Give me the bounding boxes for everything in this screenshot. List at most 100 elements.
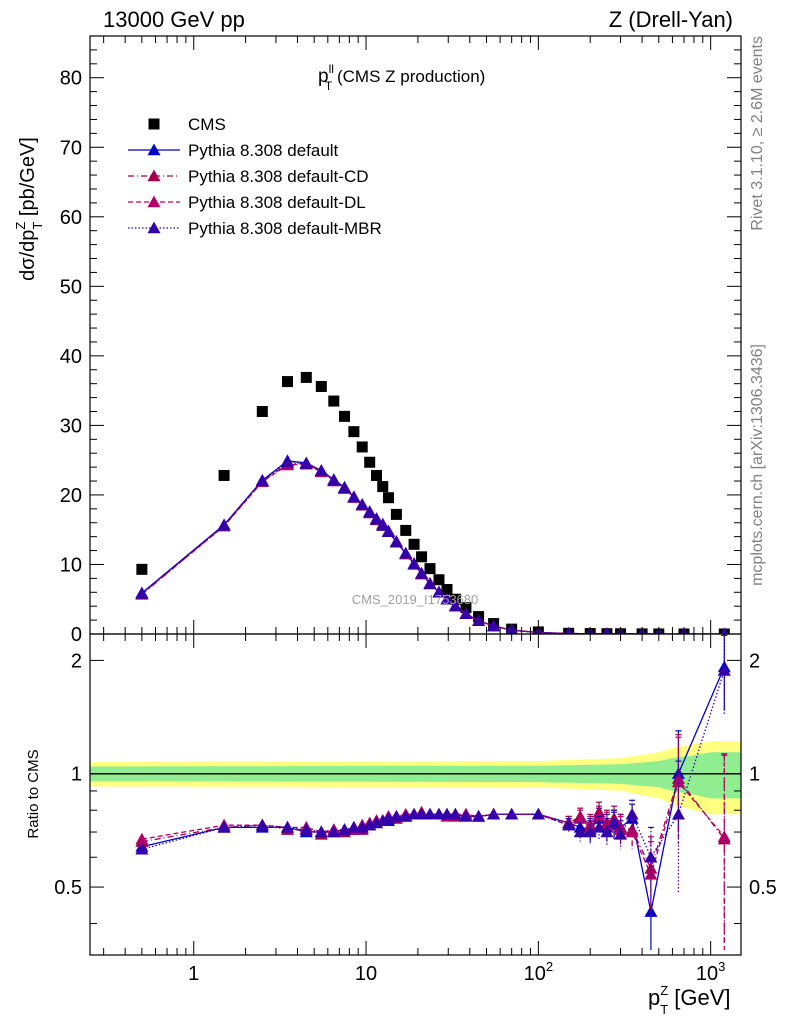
cms-data-point (281, 376, 293, 388)
rivet-label: Rivet 3.1.10, ≥ 2.6M events (749, 36, 766, 231)
ratio-marker-mbr (389, 809, 403, 822)
title-sup: ll (329, 62, 334, 76)
ratio-marker-dl (592, 809, 606, 822)
legend-marker-mbr (147, 221, 161, 234)
legend-marker-cms (148, 118, 160, 130)
ratio-marker-mbr (583, 825, 597, 838)
watermark: CMS_2019_I1753680 (352, 592, 479, 607)
y-tick-label: 20 (60, 485, 82, 507)
ratio-marker-dl (135, 832, 149, 845)
cms-data-point (416, 551, 428, 563)
cms-data-point (339, 410, 351, 422)
ratio-y-tick-label-right: 2 (749, 650, 760, 672)
top-marker-mbr (399, 546, 413, 559)
ylabel-sub: T (30, 222, 45, 230)
top-marker-mbr (217, 519, 231, 531)
xlabel-sup: Z (660, 983, 668, 998)
cms-data-point (371, 469, 383, 481)
y-tick-label: 80 (60, 68, 82, 90)
top-marker-mbr (355, 498, 369, 510)
ratio-marker-mbr (531, 807, 545, 820)
top-line-default (141, 460, 725, 634)
ratio-marker-default (644, 905, 658, 917)
ratio-marker-dl (573, 812, 587, 824)
cms-data-point (383, 492, 395, 504)
x-tick-label-exp: 2 (546, 959, 553, 974)
cms-data-point (256, 405, 268, 417)
top-marker-mbr (255, 474, 269, 487)
y-tick-label: 60 (60, 207, 82, 229)
x-tick-label-base: 10 (696, 963, 718, 985)
ratio-marker-dl (625, 825, 639, 838)
top-marker-mbr (440, 592, 454, 605)
ratio-marker-mbr (299, 823, 313, 835)
ratio-marker-dl (717, 830, 731, 842)
x-tick-label-base: 10 (355, 963, 377, 985)
cms-data-point (377, 481, 389, 493)
ratio-y-tick-label-left: 2 (71, 650, 82, 672)
legend: CMS Pythia 8.308 default Pythia 8.308 defa… (128, 115, 382, 238)
cms-data-point (136, 563, 148, 575)
cms-data-point (400, 524, 412, 536)
ratio-marker-mbr (607, 816, 621, 829)
legend-marker-cd (147, 169, 161, 182)
ratio-marker-mbr (625, 807, 639, 820)
cms-data-point (328, 395, 340, 407)
mcplots-label: mcplots.cern.ch [arXiv:1306.3436] (749, 344, 766, 586)
cms-data-point (364, 456, 376, 468)
cms-data-point (356, 441, 368, 453)
top-marker-mbr (389, 535, 403, 548)
cms-data-point (348, 426, 360, 438)
ylabel-main: dσ/dp (17, 230, 39, 281)
ratio-marker-mbr (671, 807, 685, 820)
ratio-marker-mbr (448, 807, 462, 820)
ratio-y-tick-label-left: 1 (71, 764, 82, 786)
ratio-marker-mbr (487, 807, 501, 820)
top-line-dl (141, 463, 725, 634)
x-tick-label-base: 1 (188, 963, 199, 985)
xlabel-rest: [GeV] (668, 985, 730, 1010)
ratio-marker-mbr (573, 825, 587, 838)
legend-label: Pythia 8.308 default (188, 141, 339, 160)
xlabel-main: p (648, 985, 660, 1010)
ratio-marker-mbr (280, 820, 294, 833)
top-line-cd (141, 462, 725, 634)
cms-data-point (390, 508, 402, 520)
ratio-marker-mbr (255, 818, 269, 831)
legend-label: Pythia 8.308 default-DL (188, 193, 366, 212)
ratio-marker-mbr (217, 820, 231, 833)
legend-label: CMS (188, 115, 226, 134)
bottom-ylabel: Ratio to CMS (25, 749, 42, 838)
top-marker-mbr (314, 464, 328, 476)
top-marker-mbr (338, 481, 352, 494)
ratio-marker-mbr (135, 842, 149, 855)
top-marker-mbr (415, 567, 429, 579)
ratio-marker-mbr (600, 825, 614, 838)
y-tick-label: 0 (71, 624, 82, 646)
title-sub: T (325, 79, 333, 93)
ylabel-rest: [pb/GeV] (17, 137, 39, 222)
xlabel-sub: T (660, 1002, 668, 1017)
cms-data-point (449, 593, 461, 605)
x-tick-label-base: 10 (524, 963, 546, 985)
header-left: 13000 GeV pp (103, 7, 245, 32)
ratio-y-tick-label-left: 0.5 (54, 877, 82, 899)
legend-label: Pythia 8.308 default-CD (188, 167, 369, 186)
x-tick-label: 1 (188, 963, 199, 985)
top-marker-mbr (448, 599, 462, 612)
ylabel-sup: Z (13, 222, 28, 230)
x-tick-label: 102 (524, 959, 553, 985)
ratio-marker-mbr (423, 807, 437, 820)
inner-band (90, 752, 741, 799)
ratio-marker-mbr (614, 827, 628, 840)
top-marker-mbr (720, 627, 728, 634)
top-marker-mbr (472, 614, 486, 626)
ratio-y-tick-label-right: 1 (749, 764, 760, 786)
top-marker-mbr (459, 607, 473, 620)
top-marker-mbr (423, 577, 437, 590)
legend-marker-dl (147, 195, 161, 208)
y-tick-label: 40 (60, 346, 82, 368)
top-marker-mbr (280, 455, 294, 468)
top-marker-mbr (347, 490, 361, 503)
